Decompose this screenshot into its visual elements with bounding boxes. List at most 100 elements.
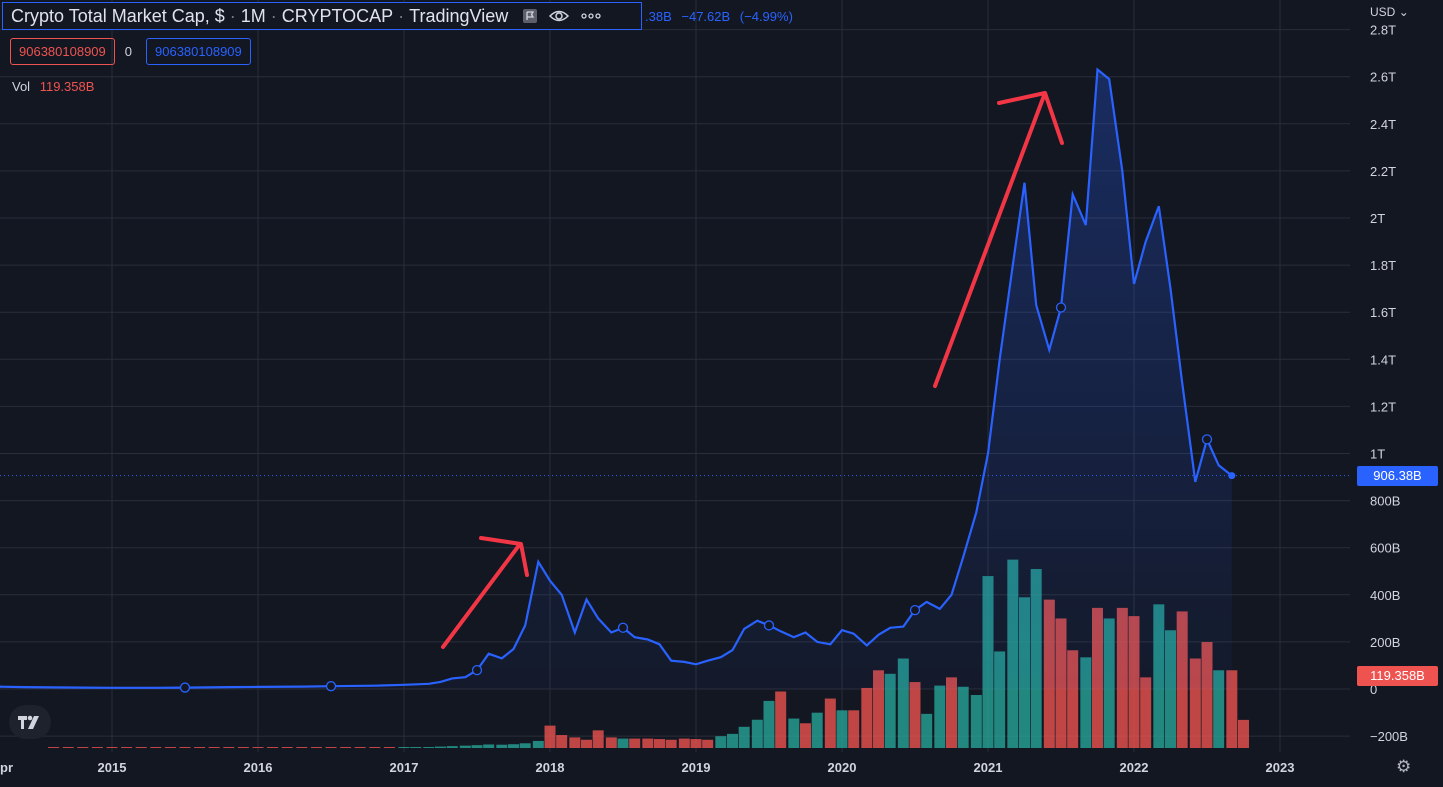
volume-bar-15	[267, 747, 279, 748]
volume-bar-52	[738, 726, 750, 748]
y-tick-label: 600B	[1370, 541, 1400, 556]
volume-bar-69	[946, 677, 957, 748]
volume-bar-32	[496, 744, 508, 748]
y-tick-label: 2.8T	[1370, 23, 1396, 38]
more-icon[interactable]	[580, 8, 602, 24]
volume-bar-93	[1238, 719, 1249, 748]
volume-bar-58	[811, 712, 823, 748]
volume-bar-55	[775, 691, 787, 748]
volume-bar-61	[848, 710, 860, 748]
title-separator: ·	[229, 5, 236, 26]
eye-icon[interactable]	[548, 8, 570, 24]
chart-interval: 1M	[240, 5, 266, 26]
volume-bar-44	[642, 738, 654, 748]
annotation-arrows	[441, 91, 1064, 649]
y-axis[interactable]: −200B 0 200B 400B 600B 800B 1T 1.2T 1.4T 1.6T 1.8T…	[1370, 23, 1408, 745]
volume-bar-38	[569, 737, 581, 748]
price-line	[0, 67, 1233, 689]
price-change-percent: (−4.99%)	[739, 9, 793, 24]
y-tick-label: 200B	[1370, 635, 1400, 650]
event-marker-1[interactable]	[179, 682, 191, 693]
price-value-partial: .38B	[645, 9, 672, 24]
tradingview-logo-icon[interactable]	[9, 705, 51, 739]
event-marker-6[interactable]	[909, 604, 921, 616]
chart-title: Crypto Total Market Cap, $	[11, 5, 225, 26]
volume-bar-56	[788, 718, 800, 748]
volume-bar-33	[508, 744, 519, 748]
volume-bar-27	[435, 746, 446, 748]
chart-source: TradingView	[409, 5, 509, 26]
price-change-value: −47.62B	[681, 9, 731, 24]
x-tick-label: 2017	[390, 760, 419, 775]
x-tick-label: 2016	[244, 760, 273, 775]
volume-bar-66	[909, 682, 921, 748]
volume-bar-70	[957, 686, 969, 748]
flag-icon[interactable]	[522, 8, 538, 24]
volume-value: 119.358B	[39, 79, 95, 94]
volume-bar-48	[690, 739, 702, 748]
volume-bar-42	[617, 738, 629, 748]
volume-legend[interactable]: Vol 119.358B	[12, 79, 94, 94]
volume-bar-57	[800, 723, 811, 748]
volume-bar-90	[1201, 642, 1213, 748]
volume-bar-36	[544, 725, 556, 748]
gear-icon[interactable]: ⚙	[1396, 757, 1412, 776]
volume-bar-20	[340, 747, 352, 748]
last-volume-tag: 119.358B	[1357, 666, 1438, 686]
y-tick-label: 1.2T	[1370, 399, 1396, 414]
volume-bar-73	[994, 651, 1006, 748]
x-tick-label: 2019	[682, 760, 711, 775]
legend-values: 906380108909 0 906380108909	[10, 38, 251, 65]
y-tick-label: 800B	[1370, 494, 1400, 509]
area-fill	[0, 69, 1232, 689]
volume-bar-60	[836, 710, 848, 748]
volume-bar-4	[106, 747, 118, 748]
event-marker-7[interactable]	[1055, 302, 1067, 313]
x-tick-label: 2021	[974, 760, 1003, 775]
currency-selector[interactable]: USD ⌄	[1370, 5, 1409, 19]
title-separator: ·	[398, 5, 405, 26]
chart-title-bar[interactable]: Crypto Total Market Cap, $ · 1M · CRYPTO…	[2, 2, 642, 30]
volume-bar-28	[446, 746, 458, 748]
event-marker-4[interactable]	[617, 622, 629, 633]
last-price-tag: 906.38B	[1357, 466, 1438, 486]
event-marker-8[interactable]	[1201, 434, 1213, 445]
volume-bar-79	[1067, 650, 1079, 748]
volume-bar-37	[556, 735, 568, 748]
volume-bar-59	[824, 698, 836, 748]
volume-bar-62	[861, 687, 873, 748]
x-tick-label: 2015	[98, 760, 127, 775]
chevron-down-icon: ⌄	[1398, 5, 1409, 19]
event-marker-3[interactable]	[471, 665, 483, 676]
y-tick-label: 0	[1370, 682, 1377, 697]
right-value-box[interactable]: 906380108909	[146, 38, 251, 65]
volume-bar-24	[398, 747, 410, 748]
volume-bar-16	[281, 747, 293, 748]
volume-bar-80	[1080, 657, 1092, 748]
volume-bar-53	[751, 719, 763, 748]
y-tick-label: 2.4T	[1370, 117, 1396, 132]
volume-bar-51	[727, 733, 738, 748]
volume-bar-29	[459, 745, 471, 748]
event-marker-5[interactable]	[763, 620, 775, 631]
event-marker-2[interactable]	[325, 681, 337, 692]
volume-bar-45	[654, 739, 665, 748]
volume-bar-85	[1140, 677, 1152, 748]
volume-bar-43	[629, 738, 641, 748]
volume-bar-7	[150, 747, 162, 748]
volume-bar-13	[237, 747, 249, 748]
volume-bar-46	[665, 739, 677, 748]
x-tick-label-edge: pr	[0, 760, 13, 775]
volume-bar-50	[715, 736, 727, 748]
left-value-box[interactable]: 906380108909	[10, 38, 115, 65]
y-tick-label: 2T	[1370, 211, 1385, 226]
volume-bar-71	[970, 695, 982, 748]
volume-bar-64	[884, 673, 896, 748]
annotation-arrow-2017	[441, 536, 529, 649]
volume-bar-2	[77, 747, 89, 748]
volume-bar-18	[310, 747, 322, 748]
y-tick-label: 2.6T	[1370, 70, 1396, 85]
volume-bar-65	[897, 658, 909, 748]
x-axis[interactable]: 2015 2016 2017 2018 2019 2020 2021 2022 2023 pr	[0, 760, 1294, 775]
